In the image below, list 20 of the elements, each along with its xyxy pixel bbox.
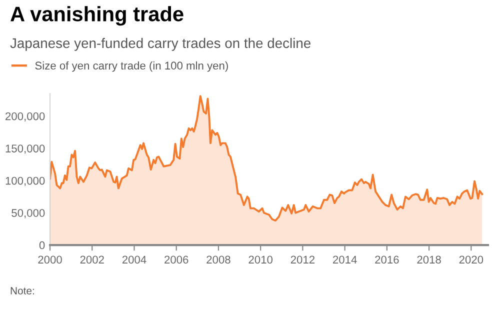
y-tick-label: 200,000 bbox=[6, 112, 45, 122]
text: Note: bbox=[10, 287, 34, 294]
x-tick-label: 2010 bbox=[248, 256, 272, 264]
x-tick-label: 2008 bbox=[206, 256, 230, 264]
y-tick-label: 50,000 bbox=[12, 209, 45, 218]
x-tick-label: 2014 bbox=[333, 256, 357, 264]
x-tick-label: 2016 bbox=[375, 256, 399, 264]
y-tick-label: 100,000 bbox=[6, 176, 45, 186]
x-tick-label: 2018 bbox=[417, 256, 441, 264]
chart-title: A vanishing trade bbox=[10, 6, 184, 26]
y-tick-label: 150,000 bbox=[6, 144, 45, 154]
x-tick-label: 2012 bbox=[290, 256, 314, 264]
x-tick-label: 2002 bbox=[80, 256, 104, 264]
x-tick-label: 2020 bbox=[459, 256, 484, 264]
x-tick-label: 2004 bbox=[122, 256, 146, 264]
legend-label: Size of yen carry trade (in 100 mln yen) bbox=[35, 61, 228, 72]
x-tick-label: 2006 bbox=[164, 256, 188, 264]
x-tick-label: 2000 bbox=[38, 256, 62, 264]
chart-subtitle: Japanese yen-funded carry trades on the decline bbox=[10, 38, 311, 51]
y-tick-label: 0 bbox=[39, 241, 45, 250]
